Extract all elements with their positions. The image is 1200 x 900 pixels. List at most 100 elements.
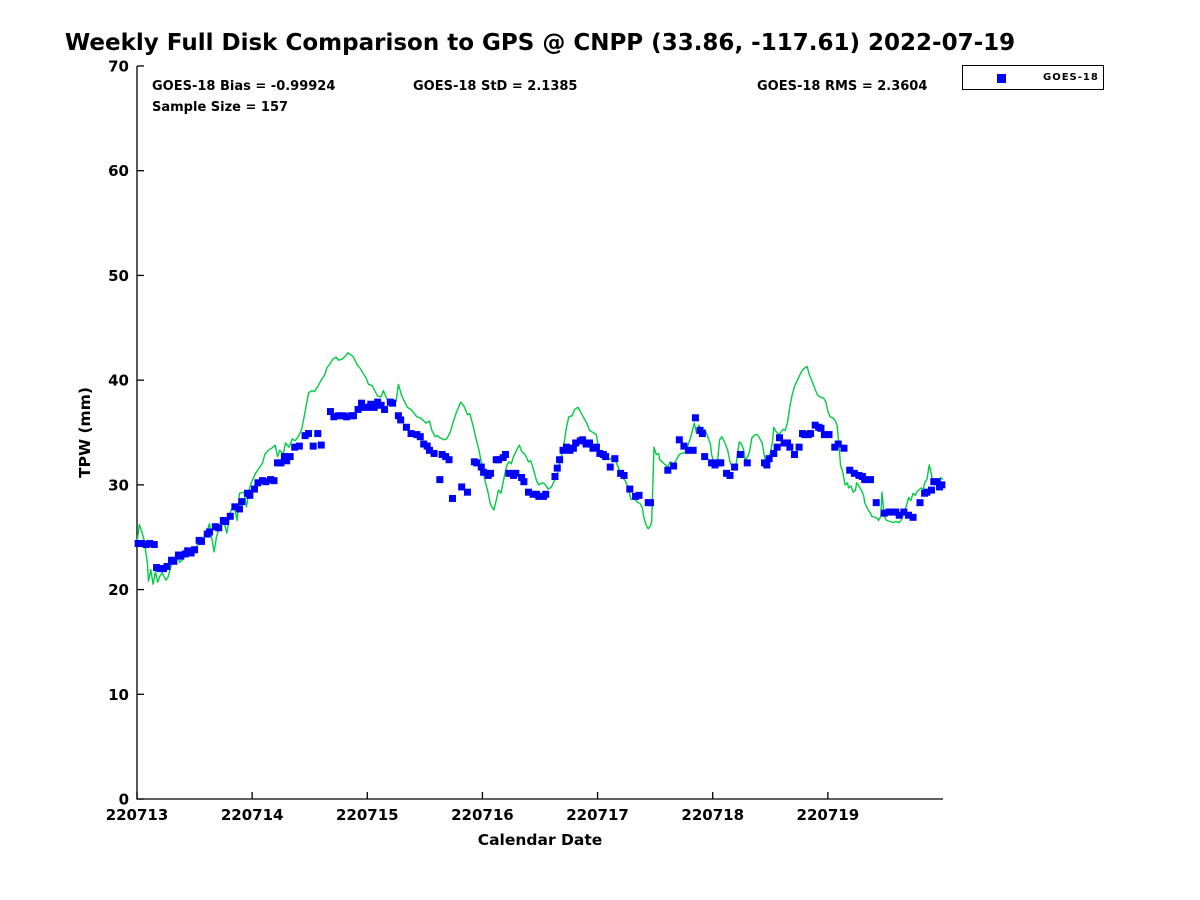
goes18-marker [283, 457, 291, 465]
goes18-marker [927, 486, 935, 494]
goes18-marker [592, 443, 600, 451]
goes18-marker [923, 488, 931, 496]
goes18-marker [726, 471, 734, 479]
stat-sample-size: Sample Size = 157 [152, 100, 289, 115]
goes18-marker [246, 491, 254, 499]
goes18-marker [505, 469, 513, 477]
goes18-marker [305, 430, 313, 438]
goes18-marker [314, 430, 322, 438]
x-tick-label: 220716 [451, 806, 514, 824]
goes18-marker [763, 461, 771, 469]
goes18-marker [430, 449, 438, 457]
goes18-marker [197, 537, 205, 545]
goes18-marker [170, 557, 178, 565]
goes18-marker [163, 563, 171, 571]
goes18-marker [773, 443, 781, 451]
goes18-marker [458, 483, 466, 491]
goes18-marker [335, 412, 342, 420]
goes18-marker [394, 412, 402, 420]
goes18-marker [938, 481, 946, 489]
goes18-marker [551, 472, 559, 480]
y-tick-label: 50 [108, 267, 129, 285]
goes18-marker [358, 399, 366, 407]
goes18-marker [626, 485, 634, 493]
goes18-marker [620, 471, 628, 479]
goes18-marker [569, 444, 577, 452]
goes18-marker [685, 446, 693, 454]
goes18-marker [254, 479, 262, 487]
y-tick-label: 60 [108, 162, 129, 180]
y-tick-label: 10 [108, 686, 129, 704]
goes18-marker [402, 423, 410, 431]
goes18-marker [635, 491, 643, 499]
y-tick-label: 20 [108, 581, 129, 599]
goes18-marker [397, 416, 405, 424]
goes18-marker [670, 462, 678, 470]
goes18-marker [262, 478, 270, 486]
goes18-marker [689, 446, 697, 454]
goes18-marker [354, 405, 362, 413]
goes18-marker [535, 492, 543, 500]
y-tick-label: 40 [108, 372, 129, 390]
x-axis-label: Calendar Date [478, 831, 603, 849]
goes18-marker [520, 478, 528, 486]
goes18-marker [330, 413, 338, 421]
goes18-marker [407, 430, 415, 438]
goes18-marker [680, 442, 688, 450]
goes18-marker [486, 469, 494, 477]
goes18-marker [445, 456, 453, 464]
goes18-marker [206, 528, 214, 536]
goes18-marker [138, 539, 146, 547]
goes18-marker [717, 459, 725, 467]
x-tick-label: 220713 [106, 806, 169, 824]
goes18-marker [736, 450, 744, 458]
goes18-marker [191, 546, 199, 554]
goes18-marker [448, 494, 456, 502]
goes18-marker [349, 412, 357, 420]
goes18-marker [880, 509, 888, 517]
goes18-marker [226, 512, 234, 520]
goes18-marker [820, 431, 828, 439]
goes18-marker [235, 505, 243, 513]
y-tick-label: 70 [108, 58, 129, 76]
goes18-marker [518, 474, 526, 482]
goes18-marker [840, 444, 848, 452]
goes18-marker [389, 399, 397, 407]
goes18-marker [572, 439, 580, 447]
x-tick-label: 220715 [336, 806, 399, 824]
goes18-marker [807, 430, 815, 438]
goes18-marker [817, 424, 825, 432]
goes18-marker [916, 499, 924, 507]
y-axis-label: TPW (mm) [76, 387, 94, 478]
goes18-marker [463, 488, 471, 496]
goes18-marker [436, 476, 444, 484]
goes18-marker [295, 442, 303, 450]
goes18-marker [280, 453, 288, 461]
y-tick-label: 0 [119, 791, 129, 809]
goes18-marker [326, 408, 334, 416]
goes18-marker [834, 440, 842, 448]
goes18-marker [416, 433, 424, 441]
goes18-marker [731, 463, 739, 471]
goes18-marker [231, 503, 239, 511]
goes18-marker [286, 453, 294, 461]
goes18-marker [238, 498, 246, 506]
goes18-marker [611, 455, 619, 463]
goes18-marker [360, 403, 368, 411]
goes18-marker-icon [997, 74, 1006, 83]
goes18-marker [675, 436, 683, 444]
goes18-marker [691, 414, 699, 422]
x-tick-label: 220718 [681, 806, 744, 824]
goes18-marker [606, 463, 614, 471]
goes18-marker [775, 434, 783, 442]
goes18-marker [317, 441, 325, 449]
goes18-marker [473, 459, 481, 467]
goes18-marker [556, 456, 564, 464]
goes18-marker [895, 511, 903, 519]
goes18-marker [222, 518, 230, 526]
goes18-marker [579, 436, 587, 444]
goes18-marker [872, 499, 880, 507]
goes18-marker [553, 464, 561, 472]
